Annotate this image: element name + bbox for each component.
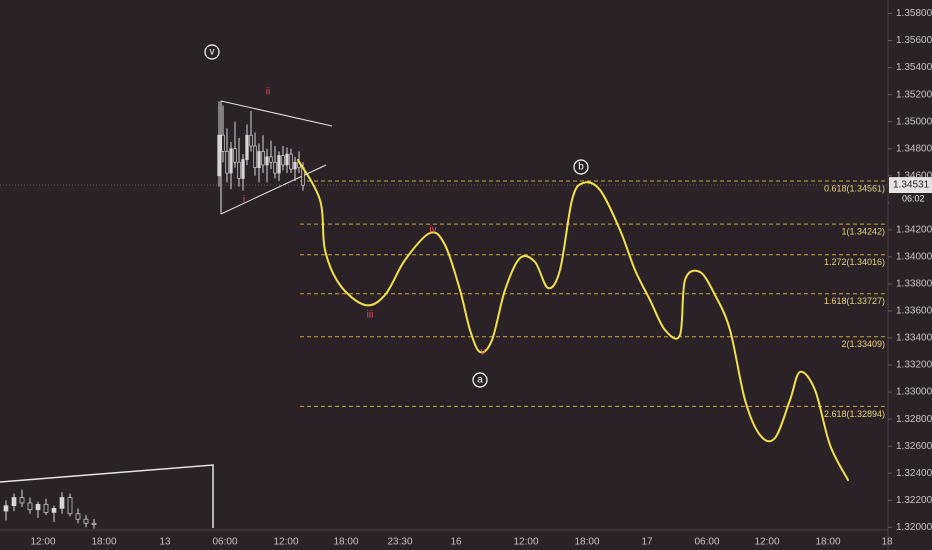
triangle-upper — [220, 100, 333, 127]
x-tick-label: 12:00 — [273, 537, 298, 548]
y-tick-label: 1.34600 — [896, 170, 932, 181]
y-tick-label: 1.33600 — [896, 306, 932, 317]
candle-body — [229, 148, 233, 174]
y-tick-label: 1.32400 — [896, 468, 932, 479]
candle-body — [83, 518, 89, 524]
wave-label: i — [243, 195, 245, 206]
candle-body — [241, 159, 245, 179]
x-tick-label: 17 — [641, 537, 653, 548]
candle-body — [59, 497, 65, 509]
wave-label: a — [477, 375, 483, 386]
x-tick-label: 18:00 — [91, 537, 116, 548]
candle-body — [269, 156, 273, 163]
y-tick-label: 1.33200 — [896, 360, 932, 371]
y-tick-label: 1.32600 — [896, 441, 932, 452]
candle-body — [11, 497, 17, 507]
y-tick-label: 1.35600 — [896, 35, 932, 46]
wave-label: v — [210, 47, 215, 58]
last-price: 1.34531 — [893, 180, 930, 191]
x-tick-label: 18:00 — [574, 537, 599, 548]
x-tick-label: 06:00 — [212, 537, 237, 548]
y-tick-label: 1.35800 — [896, 8, 932, 19]
y-tick-label: 1.35000 — [896, 116, 932, 127]
x-tick-label: 12:00 — [513, 537, 538, 548]
x-tick-label: 23:30 — [387, 537, 412, 548]
y-tick-label: 1.32800 — [896, 414, 932, 425]
candle-body — [273, 161, 277, 174]
fib-label: 2(1.33409) — [841, 339, 885, 349]
y-tick-label: 1.32000 — [896, 522, 932, 533]
fib-label: 1.618(1.33727) — [824, 296, 885, 306]
candle-body — [265, 156, 269, 166]
candle-body — [75, 513, 81, 520]
candle-body — [289, 153, 293, 170]
candle-body — [257, 151, 261, 169]
last-price-box — [889, 177, 932, 194]
candle-body — [245, 134, 249, 160]
y-tick-label: 1.33000 — [896, 387, 932, 398]
candle-body — [35, 503, 41, 511]
x-tick-label: 16 — [450, 537, 462, 548]
projection-curve — [297, 159, 849, 481]
x-tick-label: 12:00 — [30, 537, 55, 548]
candle-body — [285, 153, 289, 166]
candle-body — [237, 161, 241, 179]
candle-body — [225, 151, 229, 174]
x-tick-label: 13 — [159, 537, 171, 548]
wave-label: b — [578, 162, 584, 173]
countdown: 06:02 — [902, 193, 925, 203]
wave-label: ii — [266, 87, 270, 98]
fib-label: 1(1.34242) — [841, 227, 885, 237]
candle-body — [91, 522, 97, 525]
candle-body — [253, 145, 257, 169]
wave-label: iv — [429, 225, 436, 236]
y-tick-label: 1.35200 — [896, 89, 932, 100]
candle-body — [217, 134, 221, 177]
candle-body — [249, 134, 253, 147]
wave-label: iii — [367, 310, 374, 321]
drawings — [0, 100, 333, 528]
y-tick-label: 1.34200 — [896, 224, 932, 235]
y-tick-label: 1.35400 — [896, 62, 932, 73]
y-tick-label: 1.34000 — [896, 252, 932, 263]
candle-body — [51, 508, 57, 513]
candle-body — [261, 151, 265, 166]
x-tick-label: 06:00 — [694, 537, 719, 548]
wave-label: v — [481, 347, 486, 358]
triangle-lower — [220, 164, 327, 215]
y-tick-label: 1.32200 — [896, 495, 932, 506]
trend-line — [0, 464, 214, 528]
x-tick-label: 18:00 — [333, 537, 358, 548]
candle-body — [233, 148, 237, 163]
y-tick-label: 1.33800 — [896, 279, 932, 290]
wave-circle — [472, 372, 488, 388]
candle-body — [3, 505, 9, 512]
fib-label: 1.272(1.34016) — [824, 257, 885, 267]
candle-body — [19, 497, 25, 504]
candle-body — [221, 134, 225, 152]
candle-body — [293, 161, 297, 170]
candle-body — [27, 502, 33, 511]
fib-label: 2.618(1.32894) — [824, 409, 885, 419]
wave-circle — [204, 44, 220, 60]
x-tick-label: 18:00 — [815, 537, 840, 548]
y-tick-label: 1.33400 — [896, 333, 932, 344]
countdown-box — [889, 193, 932, 207]
candle-body — [67, 497, 73, 515]
y-tick-label: 1.34800 — [896, 143, 932, 154]
candle-body — [281, 155, 285, 166]
x-tick-label: 18 — [881, 537, 893, 548]
fib-label: 0.618(1.34561) — [824, 183, 885, 193]
candle-body — [277, 155, 281, 174]
x-tick-label: 12:00 — [754, 537, 779, 548]
candle-body — [43, 503, 49, 513]
wave-circle — [573, 159, 589, 175]
